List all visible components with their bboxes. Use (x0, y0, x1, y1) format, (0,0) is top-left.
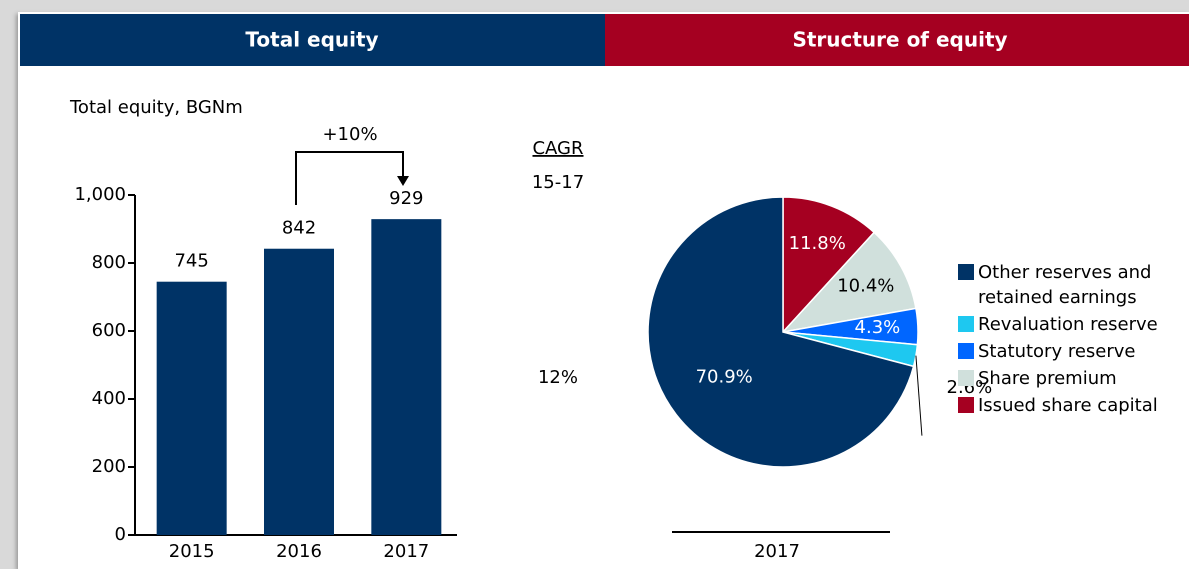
pie-value-label: 4.3% (855, 317, 901, 338)
x-tick-label: 2017 (383, 541, 429, 562)
legend-swatch (958, 343, 974, 359)
bar-value-label: 929 (389, 188, 423, 209)
pie-slice (647, 196, 915, 468)
header-left: Total equity (245, 28, 378, 52)
growth-arrow (295, 151, 404, 205)
legend-item: Share premium (958, 366, 1189, 391)
bar (156, 281, 227, 535)
y-tick-label: 800 (92, 252, 126, 273)
legend-item: Revaluation reserve (958, 312, 1189, 337)
legend-swatch (958, 264, 974, 280)
leader-line (915, 355, 923, 436)
y-tick-label: 200 (92, 456, 126, 477)
legend-label: Other reserves and retained earnings (978, 262, 1152, 308)
y-axis-title: Total equity, BGNm (69, 97, 243, 118)
bar-value-label: 842 (282, 218, 316, 239)
pie-slice (782, 196, 876, 334)
legend-swatch (958, 370, 974, 386)
legend-swatch (958, 316, 974, 332)
y-tick-label: 1,000 (74, 184, 126, 205)
header-right-bar (605, 14, 1189, 66)
y-tick-label: 400 (92, 388, 126, 409)
header-left-bar (20, 14, 605, 66)
cagr-value: 12% (538, 367, 578, 388)
cagr-title: CAGR (532, 138, 583, 159)
legend-label: Revaluation reserve (978, 314, 1158, 335)
legend: Other reserves and retained earnings Reva… (958, 260, 1189, 420)
legend-label: Share premium (978, 368, 1117, 389)
bar-value-label: 745 (174, 251, 208, 272)
legend-item: Issued share capital (958, 393, 1189, 418)
legend-label: Issued share capital (978, 395, 1158, 416)
cagr-period: 15-17 (532, 172, 584, 193)
pie-category: 2017 (754, 541, 800, 562)
y-tick-label: 600 (92, 320, 126, 341)
x-tick-label: 2015 (169, 541, 215, 562)
pie-slice (780, 231, 917, 334)
bar (371, 219, 442, 535)
legend-item: Other reserves and retained earnings (958, 260, 1189, 310)
legend-label: Statutory reserve (978, 341, 1136, 362)
pie-value-label: 70.9% (696, 366, 753, 387)
pie-value-label: 10.4% (837, 275, 894, 296)
growth-annotation: +10% (322, 124, 377, 145)
pie-value-label: 11.8% (789, 233, 846, 254)
x-tick-label: 2016 (276, 541, 322, 562)
legend-swatch (958, 397, 974, 413)
pie-value-label: 2.6% (947, 377, 993, 398)
y-tick-label: 0 (115, 524, 126, 545)
arrow-head (397, 176, 409, 186)
header-right: Structure of equity (792, 28, 1007, 52)
bar (264, 248, 334, 535)
legend-item: Statutory reserve (958, 339, 1189, 364)
